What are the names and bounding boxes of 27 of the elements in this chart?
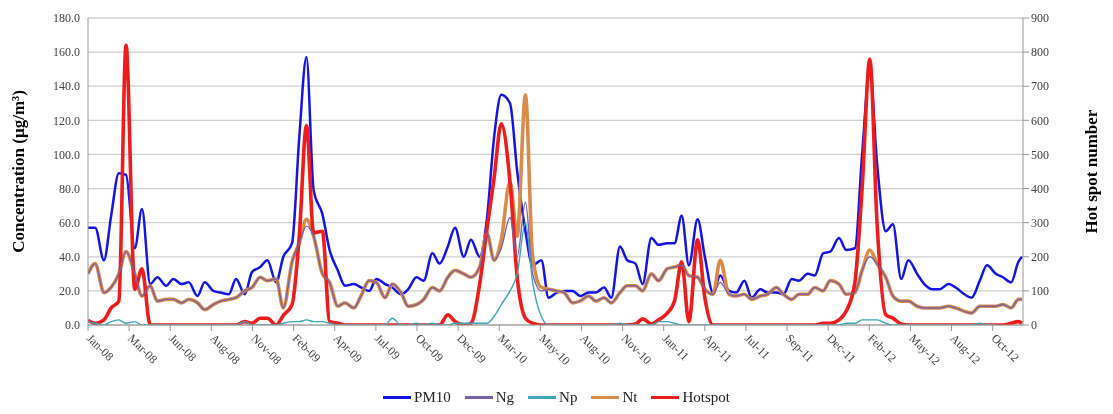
y2-tick-label: 900 [1031,11,1049,26]
y2-tick-label: 300 [1031,215,1049,230]
legend-label: Np [559,389,578,406]
y2-tick-label: 500 [1031,147,1049,162]
legend-label: Nt [622,389,638,406]
y-tick-label: 60.0 [59,215,80,230]
y-tick-label: 160.0 [53,45,80,60]
y-tick-label: 140.0 [53,79,80,94]
legend-label: PM10 [414,389,451,406]
y2-tick-label: 800 [1031,45,1049,60]
y-tick-label: 80.0 [59,181,80,196]
y2-tick-label: 200 [1031,250,1049,265]
y-tick-label: 20.0 [59,284,80,299]
y2-tick-label: 100 [1031,284,1049,299]
legend-label: Hotspot [682,389,730,406]
y2-axis-title: Hot spot number [1082,109,1102,234]
y-tick-label: 0.0 [65,318,80,333]
y-tick-label: 180.0 [53,11,80,26]
y-tick-label: 120.0 [53,113,80,128]
y2-tick-label: 700 [1031,79,1049,94]
y-axis-title: Concentration (µg/m³) [9,90,29,253]
y-tick-label: 40.0 [59,250,80,265]
y2-tick-label: 0 [1031,318,1037,333]
legend-label: Ng [495,389,515,406]
y2-tick-label: 400 [1031,181,1049,196]
y-tick-label: 100.0 [53,147,80,162]
y2-tick-label: 600 [1031,113,1049,128]
